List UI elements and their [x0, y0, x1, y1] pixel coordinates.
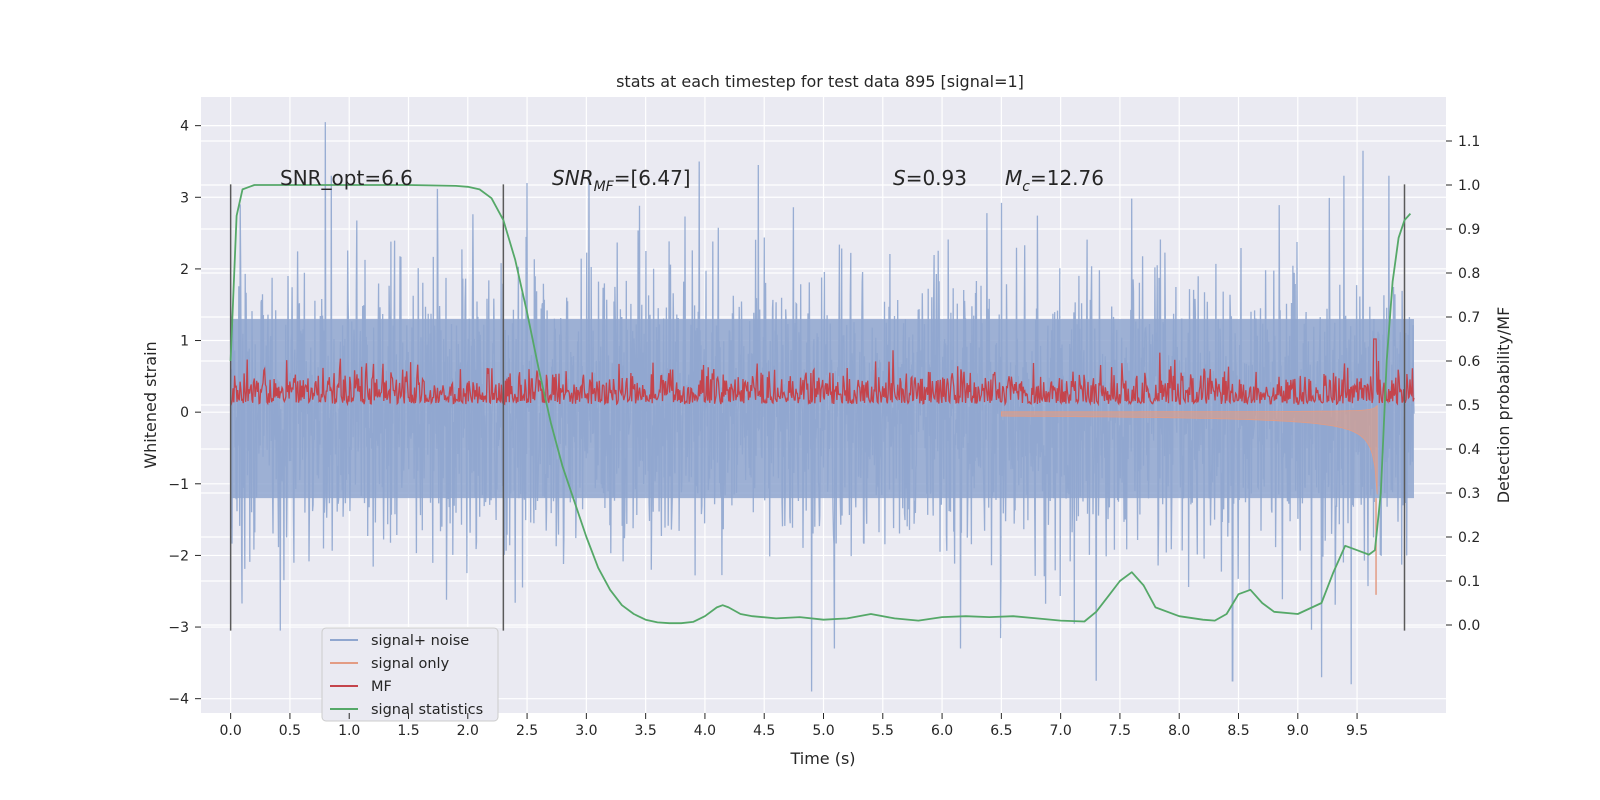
y-left-tick-label-6: −2 [168, 548, 189, 564]
x-tick-label-1: 0.5 [279, 723, 301, 739]
legend-entry-signal-noise: signal+ noise [371, 633, 469, 649]
x-axis-label: Time (s) [789, 749, 855, 768]
y-right-tick-label-2: 0.9 [1458, 222, 1480, 238]
x-tick-label-5: 2.5 [516, 723, 538, 739]
x-tick-label-10: 5.0 [812, 723, 834, 739]
series-signal-statistics-line [229, 184, 1412, 625]
x-tick-label-4: 2.0 [457, 723, 479, 739]
x-tick-label-6: 3.0 [575, 723, 597, 739]
legend-entry-signal-only: signal only [371, 656, 450, 672]
x-tick-label-11: 5.5 [872, 723, 894, 739]
y-right-tick-label-8: 0.3 [1458, 486, 1480, 502]
y-right-tick-label-6: 0.5 [1458, 398, 1480, 414]
y-right-tick-label-7: 0.4 [1458, 442, 1480, 458]
annotation-s-main: S [893, 166, 906, 190]
legend-frame [321, 627, 499, 722]
annotation-mc-rest: =12.76 [1030, 166, 1104, 190]
x-tick-label-13: 6.5 [990, 723, 1012, 739]
annotation-mc: Mc=12.76 [1005, 166, 1104, 195]
axes: 0.0 0.5 1.0 1.5 2.0 2.5 3.0 3.5 4.0 4.5 5.0 5.5 6.0 6… [168, 119, 1480, 739]
chart-title: stats at each timestep for test data 895… [616, 72, 1024, 91]
y-right-tick-label-4: 0.7 [1458, 310, 1480, 326]
annotation-mc-sub: c [1022, 179, 1030, 195]
annotation-snr-opt: SNR_opt=6.6 [280, 166, 413, 190]
series-signal-noise-band [230, 319, 1414, 499]
y-right-tick-label-5: 0.6 [1458, 354, 1480, 370]
x-tick-label-0: 0.0 [220, 723, 242, 739]
series-signal-only-area [1001, 404, 1378, 495]
y-left-tick-label-2: 2 [180, 262, 189, 278]
annotation-snr-mf-sub: MF [594, 179, 615, 195]
y-left-tick-label-1: 3 [180, 190, 189, 206]
x-tick-label-19: 9.5 [1346, 723, 1368, 739]
y-left-tick-label-8: −4 [168, 692, 189, 708]
x-tick-label-18: 9.0 [1287, 723, 1309, 739]
y-left-tick-label-3: 1 [180, 334, 189, 350]
annotation-s-rest: =0.93 [906, 166, 967, 190]
y-left-tick-label-5: −1 [168, 477, 189, 493]
y-axis-left-label: Whitened strain [141, 341, 160, 468]
annotation-snr-mf-main: SNR [552, 166, 594, 190]
annotation-snr-mf-rest: =[6.47] [614, 166, 691, 190]
x-tick-label-3: 1.5 [397, 723, 419, 739]
y-left-tick-label-7: −3 [168, 620, 189, 636]
y-right-tick-label-11: 0.0 [1458, 618, 1480, 634]
x-tick-label-9: 4.5 [753, 723, 775, 739]
y-right-tick-label-10: 0.1 [1458, 574, 1480, 590]
plot-area [201, 97, 1446, 713]
annotation-s: S=0.93 [893, 166, 967, 190]
y-right-tick-label-0: 1.1 [1458, 134, 1480, 150]
y-left-tick-label-4: 0 [180, 405, 189, 421]
x-tick-label-7: 3.5 [635, 723, 657, 739]
x-tick-label-2: 1.0 [338, 723, 360, 739]
series-mf-line [229, 338, 1415, 407]
x-tick-label-16: 8.0 [1168, 723, 1190, 739]
x-tick-label-17: 8.5 [1227, 723, 1249, 739]
x-tick-label-14: 7.0 [1050, 723, 1072, 739]
legend: signal+ noise signal only MF signal stat… [321, 627, 499, 722]
legend-entry-mf: MF [371, 679, 392, 695]
annotation-mc-main: M [1005, 166, 1022, 190]
legend-entry-signal-statistics: signal statistics [371, 702, 483, 718]
y-right-tick-label-1: 1.0 [1458, 178, 1480, 194]
y-axis-right-label: Detection probability/MF [1494, 307, 1513, 504]
y-right-tick-label-3: 0.8 [1458, 266, 1480, 282]
y-left-tick-label-0: 4 [180, 119, 189, 135]
annotation-snr-mf: SNRMF=[6.47] [552, 166, 691, 195]
y-right-tick-label-9: 0.2 [1458, 530, 1480, 546]
x-tick-label-15: 7.5 [1109, 723, 1131, 739]
x-tick-label-12: 6.0 [931, 723, 953, 739]
x-tick-label-8: 4.0 [694, 723, 716, 739]
